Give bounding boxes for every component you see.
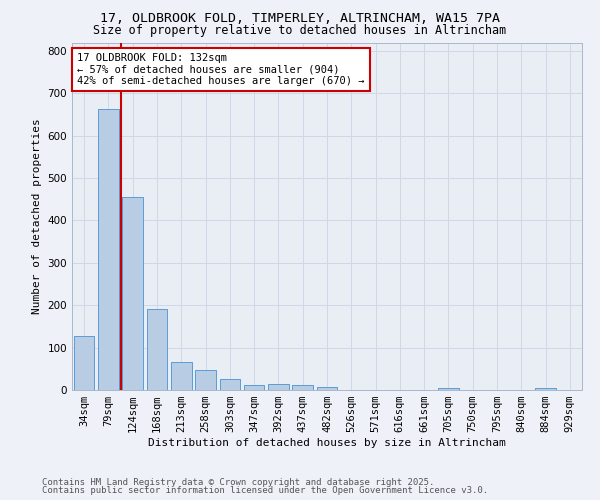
Bar: [74, 336, 94, 390]
Bar: [244, 386, 265, 390]
Bar: [317, 388, 337, 390]
Bar: [146, 310, 167, 390]
Bar: [535, 388, 556, 390]
Bar: [268, 384, 289, 390]
Text: 17 OLDBROOK FOLD: 132sqm
← 57% of detached houses are smaller (904)
42% of semi-: 17 OLDBROOK FOLD: 132sqm ← 57% of detach…: [77, 53, 365, 86]
Bar: [438, 388, 459, 390]
Y-axis label: Number of detached properties: Number of detached properties: [32, 118, 42, 314]
Bar: [220, 380, 240, 390]
Bar: [122, 197, 143, 390]
Text: Contains public sector information licensed under the Open Government Licence v3: Contains public sector information licen…: [42, 486, 488, 495]
X-axis label: Distribution of detached houses by size in Altrincham: Distribution of detached houses by size …: [148, 438, 506, 448]
Text: 17, OLDBROOK FOLD, TIMPERLEY, ALTRINCHAM, WA15 7PA: 17, OLDBROOK FOLD, TIMPERLEY, ALTRINCHAM…: [100, 12, 500, 26]
Text: Size of property relative to detached houses in Altrincham: Size of property relative to detached ho…: [94, 24, 506, 37]
Text: Contains HM Land Registry data © Crown copyright and database right 2025.: Contains HM Land Registry data © Crown c…: [42, 478, 434, 487]
Bar: [195, 370, 216, 390]
Bar: [292, 385, 313, 390]
Bar: [171, 362, 191, 390]
Bar: [98, 110, 119, 390]
